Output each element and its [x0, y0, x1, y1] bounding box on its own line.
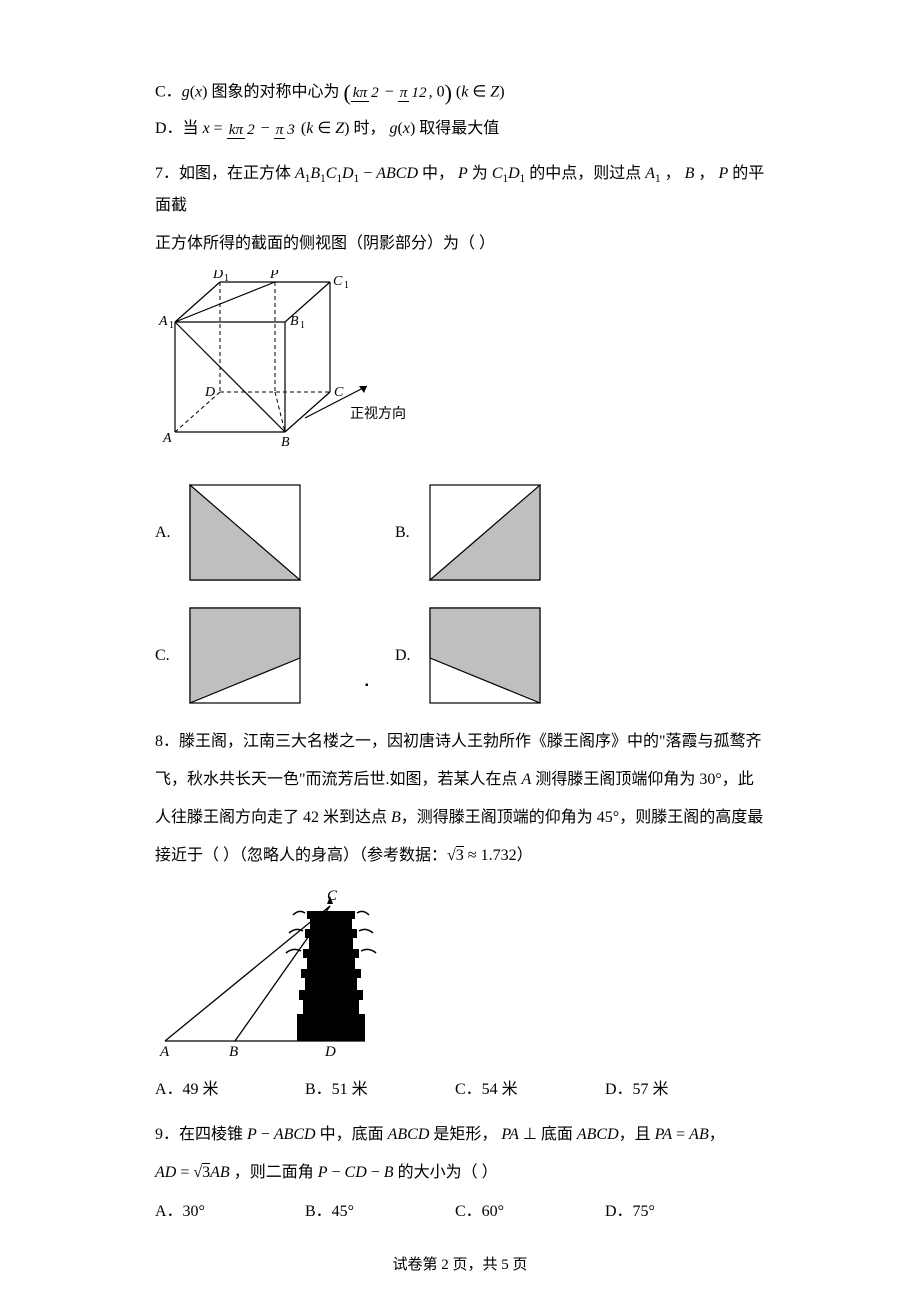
option-c: C．g(x) 图象的对称中心为 (kπ2 − π12, 0) (k ∈ Z) — [155, 75, 765, 110]
svg-text:A: A — [159, 1044, 170, 1060]
q7-row-ab: A. B. — [155, 480, 765, 585]
q9-line1: 9．在四棱锥 P − ABCD 中，底面 ABCD 是矩形， PA ⊥ 底面 A… — [155, 1119, 765, 1151]
svg-text:正视方向: 正视方向 — [350, 406, 405, 422]
q9-l1b: 中，底面 — [316, 1126, 388, 1143]
svg-text:1: 1 — [344, 280, 349, 291]
option-d: D．当 x = kπ2 − π3 (k ∈ Z) 时， g(x) 取得最大值 — [155, 116, 765, 142]
q8-optA: A．49 米 — [155, 1075, 305, 1099]
q8-line1: 8．滕王阁，江南三大名楼之一，因初唐诗人王勃所作《滕王阁序》中的"落霞与孤鹜齐 — [155, 726, 765, 758]
svg-text:C: C — [334, 385, 344, 400]
q8-line4: 接近于（ ）（忽略人的身高）（参考数据：√3 ≈ 1.732） — [155, 840, 765, 872]
q7-line2: 正方体所得的截面的侧视图（阴影部分）为（ ） — [155, 228, 765, 260]
q8-options: A．49 米 B．51 米 C．54 米 D．57 米 — [155, 1075, 765, 1099]
q7-option-d-svg — [425, 603, 545, 708]
q8-l3b: ，测得滕王阁顶端的仰角为 45°，则滕王阁的高度最 — [401, 809, 763, 826]
page-footer: 试卷第 2 页，共 5 页 — [0, 1253, 920, 1274]
q9-optA: A．30° — [155, 1197, 305, 1221]
q9-l1e: ， — [709, 1126, 725, 1143]
q9-optB: B．45° — [305, 1197, 455, 1221]
svg-text:P: P — [269, 270, 279, 282]
svg-text:D: D — [204, 385, 215, 400]
q9-l1d: ，且 — [619, 1126, 655, 1143]
svg-text:1: 1 — [300, 320, 305, 331]
q9-l1a: 9．在四棱锥 — [155, 1126, 247, 1143]
q9-optC: C．60° — [455, 1197, 605, 1221]
q7-label-b: B. — [395, 524, 425, 542]
q8-ptA: A — [522, 771, 532, 788]
q7-t1: 中， — [418, 165, 458, 182]
q9-options: A．30° B．45° C．60° D．75° — [155, 1197, 765, 1221]
q7-label-a: A. — [155, 524, 185, 542]
svg-text:A: A — [158, 314, 168, 329]
q8-optB: B．51 米 — [305, 1075, 455, 1099]
q7-option-b-svg — [425, 480, 545, 585]
q9-line2: AD = √3AB ，则二面角 P − CD − B 的大小为（ ） — [155, 1157, 765, 1189]
q7-t2: 为 — [468, 165, 492, 182]
q8-ptB: B — [391, 809, 401, 826]
q8-line3: 人往滕王阁方向走了 42 米到达点 B，测得滕王阁顶端的仰角为 45°，则滕王阁… — [155, 802, 765, 834]
q8-l2a: 飞，秋水共长天一色"而流芳后世.如图，若某人在点 — [155, 771, 522, 788]
q8-line2: 飞，秋水共长天一色"而流芳后世.如图，若某人在点 A 测得滕王阁顶端仰角为 30… — [155, 764, 765, 796]
cube-diagram: D1 P C1 A1 B1 D C A B 正视方向 — [155, 270, 405, 460]
q7-label-d: D. — [395, 647, 425, 665]
svg-text:1: 1 — [224, 273, 229, 284]
q7-num: 7．如图，在正方体 — [155, 165, 295, 182]
q8-l4a: 接近于（ ）（忽略人的身高）（参考数据： — [155, 847, 447, 864]
q9-l2c: 的大小为（ ） — [394, 1164, 498, 1181]
svg-text:C: C — [327, 888, 338, 904]
svg-text:D: D — [212, 270, 223, 282]
svg-text:B: B — [290, 314, 299, 329]
q7-label-c: C. — [155, 647, 185, 665]
tower-diagram: A B D C — [155, 886, 385, 1061]
decorative-dot: ▪ — [365, 680, 369, 691]
svg-text:D: D — [324, 1044, 336, 1060]
q7-p: P — [458, 165, 468, 182]
svg-text:B: B — [229, 1044, 238, 1060]
q7-row-cd: C. D. — [155, 603, 765, 708]
q8-optC: C．54 米 — [455, 1075, 605, 1099]
q7-t3: 的中点，则过点 — [525, 165, 645, 182]
q8-l3a: 人往滕王阁方向走了 42 米到达点 — [155, 809, 391, 826]
q8-l4b: ） — [517, 847, 533, 864]
q9-l1c: 是矩形， — [429, 1126, 501, 1143]
svg-text:C: C — [333, 274, 343, 289]
q9-l2b: ，则二面角 — [230, 1164, 318, 1181]
svg-text:A: A — [162, 431, 172, 446]
q7-option-a-svg — [185, 480, 305, 585]
q7-option-c-svg — [185, 603, 305, 708]
q8-optD: D．57 米 — [605, 1075, 755, 1099]
q7-line1: 7．如图，在正方体 A1B1C1D1 − ABCD 中， P 为 C1D1 的中… — [155, 158, 765, 223]
q8-l2b: 测得滕王阁顶端仰角为 30°，此 — [531, 771, 753, 788]
svg-text:1: 1 — [169, 320, 174, 331]
q9-optD: D．75° — [605, 1197, 755, 1221]
svg-text:B: B — [281, 435, 290, 450]
